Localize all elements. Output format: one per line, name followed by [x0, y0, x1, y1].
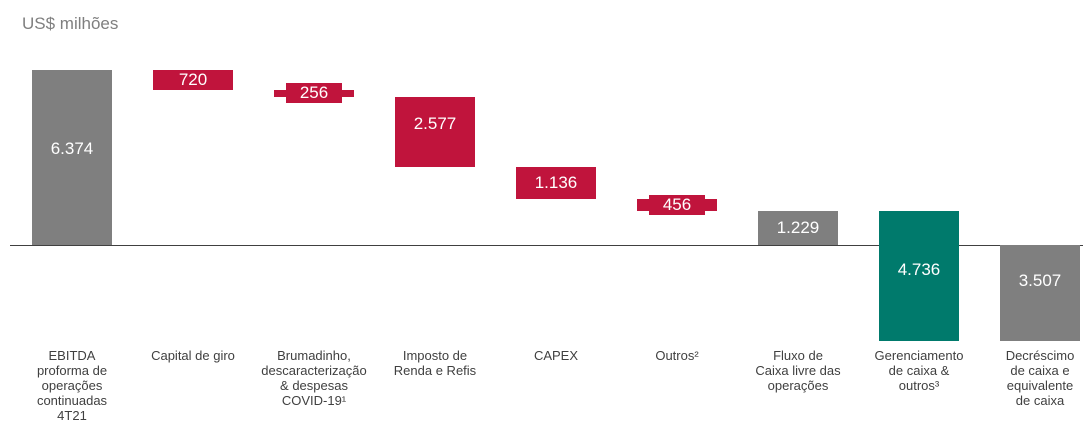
value-label: 6.374	[50, 138, 94, 158]
chart-title: US$ milhões	[22, 14, 119, 33]
x-tick-label: Outros²	[655, 348, 699, 363]
bar	[758, 211, 838, 245]
x-tick-label: EBITDA proforma de operações continuadas…	[36, 348, 108, 423]
x-tick-label: CAPEX	[533, 348, 579, 363]
bar	[153, 70, 233, 90]
x-tick-label: Fluxo de Caixa livre das operações	[755, 348, 841, 393]
value-label: 4.736	[897, 259, 941, 279]
value-label: 456	[649, 194, 705, 215]
value-label: 2.577	[413, 113, 457, 133]
value-label: 1.136	[534, 173, 578, 193]
value-label: 256	[286, 83, 342, 104]
bar	[879, 211, 959, 341]
x-tick-label: Capital de giro	[151, 348, 235, 363]
x-tick-label: Brumadinho, descaracterização & despesas…	[261, 348, 367, 408]
bar	[516, 167, 596, 199]
bar	[32, 70, 112, 245]
x-tick-label: Gerenciamento de caixa & outros³	[874, 348, 964, 393]
value-label: 3.507	[1018, 271, 1062, 291]
bar	[1000, 244, 1080, 341]
baseline	[10, 244, 1083, 246]
value-label: 720	[178, 69, 208, 89]
x-tick-label: Decréscimo de caixa e equivalente de cai…	[1005, 348, 1075, 408]
bar	[395, 96, 475, 168]
x-tick-label: Imposto de Renda e Refis	[393, 348, 477, 378]
value-label: 1.229	[776, 217, 820, 237]
